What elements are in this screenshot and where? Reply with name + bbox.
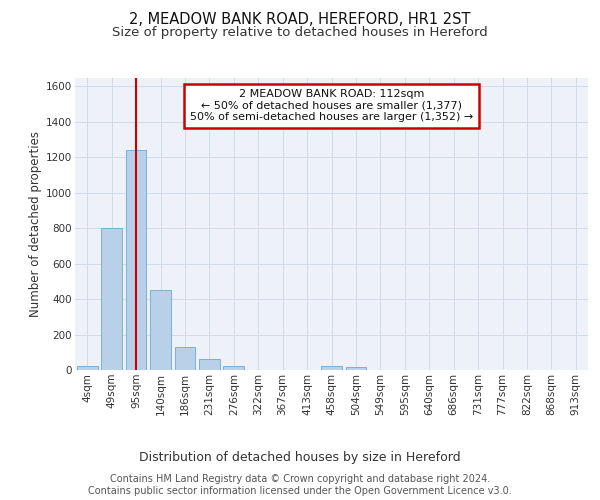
Text: 2 MEADOW BANK ROAD: 112sqm
← 50% of detached houses are smaller (1,377)
50% of s: 2 MEADOW BANK ROAD: 112sqm ← 50% of deta… [190,89,473,122]
Bar [125,150,146,370]
Text: Size of property relative to detached houses in Hereford: Size of property relative to detached ho… [112,26,488,39]
Bar [321,366,342,370]
Text: Distribution of detached houses by size in Hereford: Distribution of detached houses by size … [139,451,461,464]
Bar [223,366,244,370]
Bar [77,366,98,370]
Y-axis label: Number of detached properties: Number of detached properties [29,130,42,317]
Bar [199,359,220,370]
Text: 2, MEADOW BANK ROAD, HEREFORD, HR1 2ST: 2, MEADOW BANK ROAD, HEREFORD, HR1 2ST [129,12,471,28]
Text: Contains HM Land Registry data © Crown copyright and database right 2024.
Contai: Contains HM Land Registry data © Crown c… [88,474,512,496]
Bar [175,347,196,370]
Bar [101,228,122,370]
Bar [150,290,171,370]
Bar [346,368,367,370]
